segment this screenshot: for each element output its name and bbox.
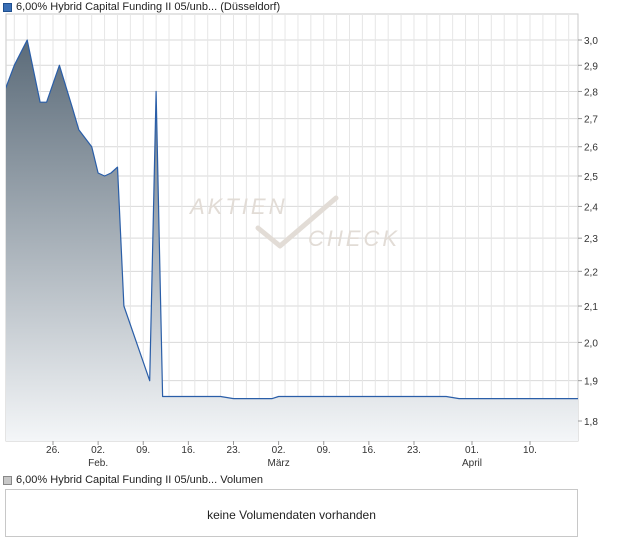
y-tick-label: 3,0 bbox=[584, 36, 598, 47]
watermark-line2: CHECK bbox=[308, 226, 400, 251]
x-tick-label: 16. bbox=[362, 445, 376, 456]
x-tick-label: 10. bbox=[523, 445, 537, 456]
watermark-line1: AKTIEN bbox=[188, 194, 287, 219]
x-tick-sublabel: April bbox=[462, 458, 482, 469]
watermark-check-icon bbox=[255, 195, 339, 249]
y-tick-label: 2,6 bbox=[584, 143, 598, 154]
y-tick-label: 2,7 bbox=[584, 115, 598, 126]
x-tick-label: 01. bbox=[465, 445, 479, 456]
volume-legend-label: 6,00% Hybrid Capital Funding II 05/unb..… bbox=[16, 474, 264, 486]
volume-legend-swatch bbox=[3, 476, 12, 485]
y-tick-label: 2,4 bbox=[584, 202, 598, 213]
price-chart: AKTIEN CHECK 3,0 2,9 2,8 2,7 2,6 2,5 2,4 2,3 2,2… bbox=[5, 13, 598, 469]
y-tick-label: 2,0 bbox=[584, 338, 598, 349]
y-tick-label: 2,9 bbox=[584, 61, 598, 72]
y-tick-label: 2,2 bbox=[584, 267, 598, 278]
x-tick-label: 09. bbox=[136, 445, 150, 456]
price-legend: 6,00% Hybrid Capital Funding II 05/unb..… bbox=[3, 1, 280, 14]
y-tick-label: 2,3 bbox=[584, 234, 598, 245]
y-tick-label: 1,8 bbox=[584, 417, 598, 428]
x-axis: 26. 02. Feb. 09. 16. 23. 02. März 09. 16. 23. 01. Ap… bbox=[46, 441, 537, 469]
volume-legend: 6,00% Hybrid Capital Funding II 05/unb..… bbox=[3, 474, 263, 487]
y-tick-label: 2,1 bbox=[584, 302, 598, 313]
x-tick-label: 16. bbox=[181, 445, 195, 456]
price-legend-swatch bbox=[3, 3, 12, 12]
y-tick-label: 1,9 bbox=[584, 377, 598, 388]
y-tick-label: 2,8 bbox=[584, 87, 598, 98]
y-tick-label: 2,5 bbox=[584, 172, 598, 183]
volume-panel: keine Volumendaten vorhanden bbox=[5, 489, 578, 537]
watermark: AKTIEN CHECK bbox=[188, 194, 400, 251]
x-tick-label: 02. bbox=[91, 445, 105, 456]
x-tick-label: 23. bbox=[227, 445, 241, 456]
x-tick-label: 26. bbox=[46, 445, 60, 456]
x-tick-label: 09. bbox=[317, 445, 331, 456]
series bbox=[6, 39, 578, 441]
x-tick-sublabel: März bbox=[267, 458, 289, 469]
y-axis: 3,0 2,9 2,8 2,7 2,6 2,5 2,4 2,3 2,2 2,1 2,0 1,9 1,8 bbox=[578, 36, 598, 428]
series-line bbox=[6, 39, 578, 400]
x-tick-label: 23. bbox=[407, 445, 421, 456]
x-tick-sublabel: Feb. bbox=[88, 458, 108, 469]
volume-empty-message: keine Volumendaten vorhanden bbox=[207, 508, 376, 522]
x-tick-label: 02. bbox=[272, 445, 286, 456]
price-legend-label: 6,00% Hybrid Capital Funding II 05/unb..… bbox=[16, 1, 281, 13]
